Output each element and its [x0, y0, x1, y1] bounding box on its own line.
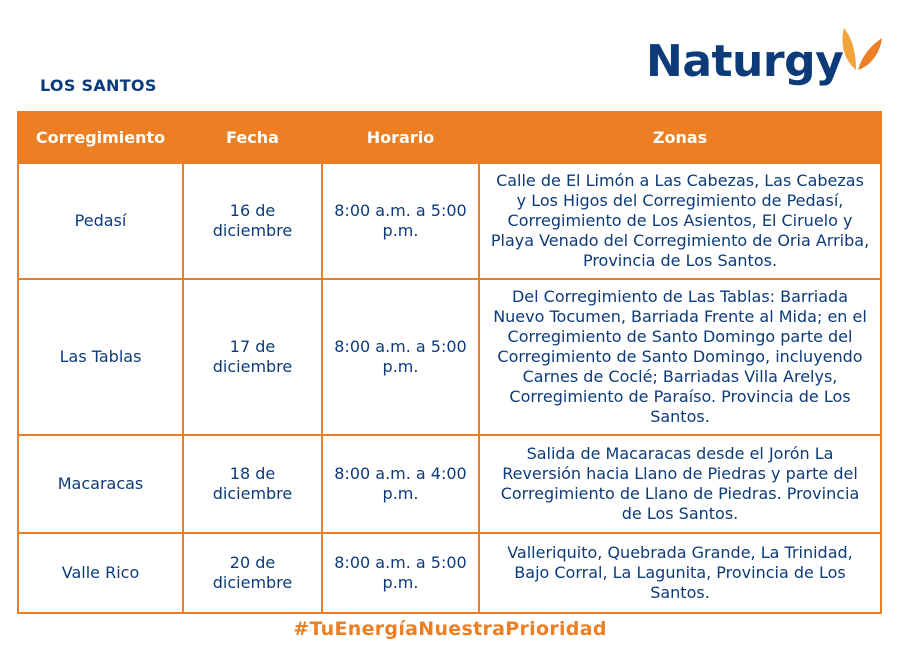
region-title: LOS SANTOS [40, 76, 157, 95]
table-row: Macaracas 18 de diciembre 8:00 a.m. a 4:… [17, 434, 882, 534]
cell-fecha: 20 de diciembre [182, 532, 323, 614]
cell-horario: 8:00 a.m. a 5:00 p.m. [321, 532, 480, 614]
cell-fecha: 17 de diciembre [182, 278, 323, 436]
hashtag: #TuEnergíaNuestraPrioridad [293, 618, 607, 640]
cell-corregimiento: Pedasí [17, 162, 184, 280]
cell-horario: 8:00 a.m. a 5:00 p.m. [321, 278, 480, 436]
table-row: Valle Rico 20 de diciembre 8:00 a.m. a 5… [17, 532, 882, 614]
cell-zonas: Del Corregimiento de Las Tablas: Barriad… [478, 278, 882, 436]
cell-corregimiento: Macaracas [17, 434, 184, 534]
butterfly-icon [842, 28, 882, 70]
cell-horario: 8:00 a.m. a 5:00 p.m. [321, 162, 480, 280]
header-fecha: Fecha [182, 111, 323, 164]
naturgy-logo: Naturgy [646, 26, 886, 94]
schedule-table: Corregimiento Fecha Horario Zonas Pedasí… [17, 111, 882, 614]
table-row: Las Tablas 17 de diciembre 8:00 a.m. a 5… [17, 278, 882, 436]
header-corregimiento: Corregimiento [17, 111, 184, 164]
cell-horario: 8:00 a.m. a 4:00 p.m. [321, 434, 480, 534]
cell-zonas: Calle de El Limón a Las Cabezas, Las Cab… [478, 162, 882, 280]
cell-zonas: Salida de Macaracas desde el Jorón La Re… [478, 434, 882, 534]
cell-fecha: 16 de diciembre [182, 162, 323, 280]
logo-wordmark: Naturgy [646, 36, 844, 87]
table-header-row: Corregimiento Fecha Horario Zonas [17, 111, 882, 164]
cell-zonas: Valleriquito, Quebrada Grande, La Trinid… [478, 532, 882, 614]
header-zonas: Zonas [478, 111, 882, 164]
cell-fecha: 18 de diciembre [182, 434, 323, 534]
header-horario: Horario [321, 111, 480, 164]
cell-corregimiento: Las Tablas [17, 278, 184, 436]
cell-corregimiento: Valle Rico [17, 532, 184, 614]
table-row: Pedasí 16 de diciembre 8:00 a.m. a 5:00 … [17, 162, 882, 280]
